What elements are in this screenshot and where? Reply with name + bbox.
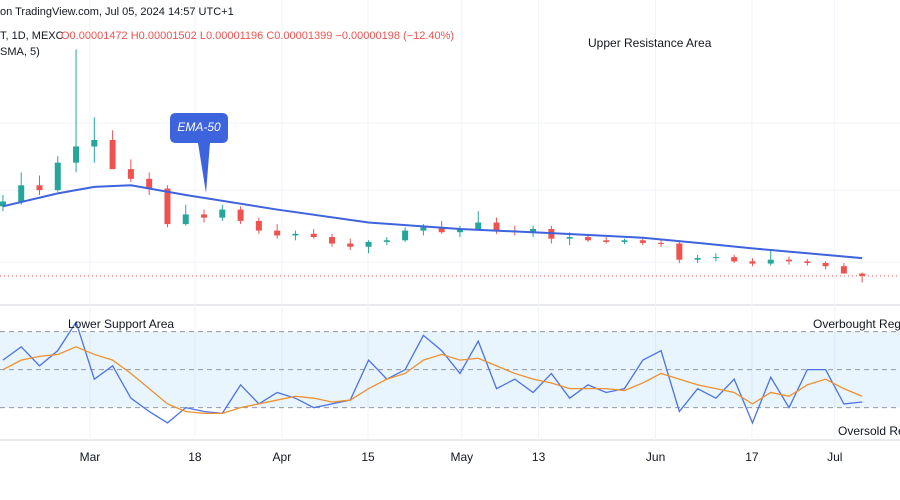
candle-body — [54, 162, 61, 191]
candle-body — [365, 241, 372, 247]
annotation: Oversold Re — [838, 424, 900, 438]
candle-body — [584, 237, 591, 241]
candle-body — [274, 230, 281, 236]
candle-body — [749, 261, 756, 264]
candle-body — [438, 227, 445, 233]
candle-body — [292, 233, 299, 236]
annotation: Upper Resistance Area — [588, 36, 712, 50]
candle-body — [201, 214, 208, 218]
rsi-line — [2, 320, 863, 425]
grid — [89, 0, 836, 440]
candle-body — [73, 146, 80, 163]
legend-indicator: SMA, 5) — [0, 46, 40, 58]
x-tick-label: Mar — [80, 450, 101, 464]
candle-body — [36, 185, 43, 191]
candle-body — [420, 227, 427, 231]
rsi-pane — [0, 320, 900, 425]
annotation: Lower Support Area — [68, 317, 174, 331]
x-tick-label: 17 — [745, 450, 759, 464]
candle-body — [127, 169, 134, 179]
candle-body — [255, 220, 262, 231]
x-tick-label: Apr — [273, 450, 292, 464]
candle-body — [182, 214, 189, 225]
candle-body — [0, 201, 6, 207]
candle-body — [402, 230, 409, 241]
x-tick-label: 18 — [188, 450, 202, 464]
candle-body — [621, 240, 628, 242]
candle-body — [786, 259, 793, 262]
candle-body — [109, 140, 116, 170]
candle-body — [658, 242, 665, 244]
header: on TradingView.com, Jul 05, 2024 14:57 U… — [0, 6, 234, 18]
candle-body — [859, 273, 866, 276]
candle-body — [712, 257, 719, 259]
x-tick-label: 15 — [361, 450, 375, 464]
candle-body — [676, 243, 683, 260]
candle-body — [822, 262, 829, 267]
x-tick-label: May — [450, 450, 473, 464]
candle-body — [804, 261, 811, 263]
candle-body — [146, 178, 153, 189]
candle-body — [237, 209, 244, 221]
candle-body — [347, 243, 354, 247]
x-tick-label: Jun — [646, 450, 665, 464]
candle-body — [767, 259, 774, 264]
candle-body — [840, 266, 847, 274]
legend-ohlc: O0.00001472 H0.00001502 L0.00001196 C0.0… — [61, 30, 454, 42]
candle-body — [493, 222, 500, 231]
annotation: Overbought Reg — [813, 317, 900, 331]
callout — [170, 113, 228, 193]
price-pane: EMA-50 — [0, 49, 900, 283]
candle-body — [475, 222, 482, 229]
rsi-line — [2, 346, 863, 415]
candle-body — [530, 228, 537, 233]
candle-body — [694, 258, 701, 260]
candle-body — [566, 237, 573, 239]
candle-body — [219, 209, 226, 218]
candle-body — [328, 237, 335, 244]
candle-body — [383, 240, 390, 242]
candle-body — [603, 240, 610, 242]
candle-body — [731, 257, 738, 262]
candle-body — [310, 233, 317, 238]
candle-body — [456, 228, 463, 233]
candle-body — [91, 140, 98, 147]
x-tick-label: 13 — [532, 450, 546, 464]
ema-line — [2, 184, 863, 260]
callout-label: EMA-50 — [177, 120, 221, 134]
x-tick-label: Jul — [827, 450, 842, 464]
legend-symbol: T, 1D, MEXC — [0, 30, 64, 42]
candle-body — [18, 185, 25, 202]
candle-body — [164, 188, 171, 225]
candle-body — [639, 240, 646, 243]
